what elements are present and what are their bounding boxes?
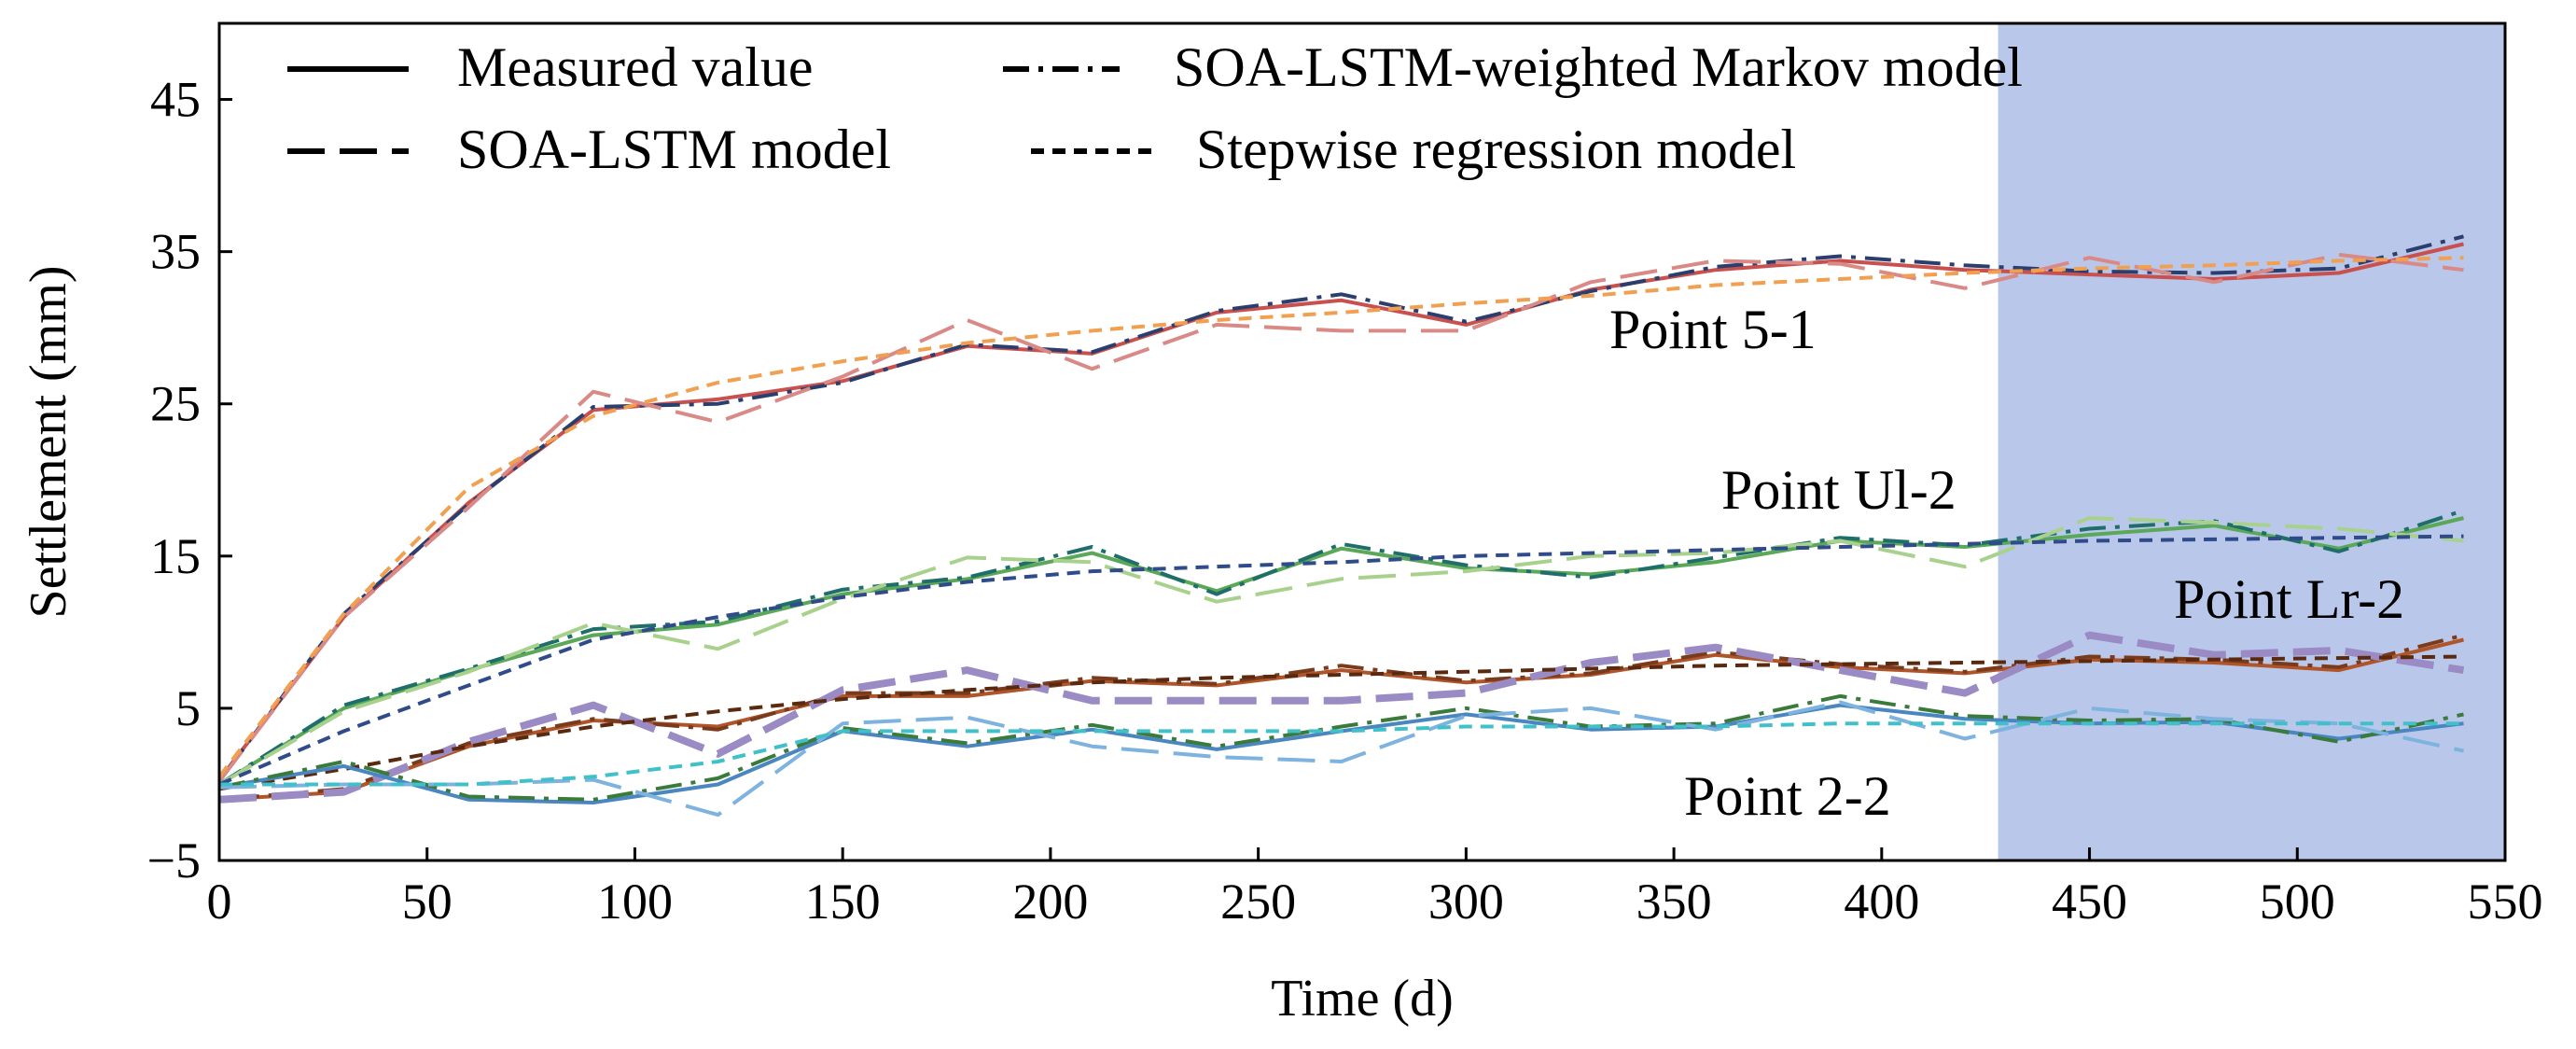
- series-line-longdash: [218, 700, 2464, 818]
- x-tick-label: 100: [597, 874, 673, 930]
- point-label: Point Ul-2: [1721, 459, 1956, 521]
- point-label: Point 2-2: [1684, 765, 1891, 827]
- y-tick-label: 25: [150, 376, 201, 432]
- x-tick-label: 450: [2052, 874, 2127, 930]
- series-layer: [217, 234, 2465, 818]
- series-line-longdash: [217, 516, 2464, 787]
- point-label: Point 5-1: [1609, 299, 1817, 360]
- point-label: Point Lr-2: [2174, 568, 2404, 630]
- legend-label: Measured value: [457, 36, 814, 98]
- prediction-region: [1998, 23, 2505, 860]
- series-line-solid: [217, 242, 2464, 781]
- x-tick-label: 50: [402, 874, 453, 930]
- series-line-dashdot: [217, 509, 2465, 787]
- x-tick-label: 300: [1428, 874, 1504, 930]
- legend: Measured value SOA-LSTM-weighted Markov m…: [287, 36, 2023, 180]
- series-line-solid: [217, 516, 2464, 787]
- x-axis-title: Time (d): [1271, 970, 1454, 1028]
- group-point-5-1: [217, 234, 2464, 783]
- plot-frame: [217, 21, 2507, 862]
- y-tick-label: −5: [147, 832, 201, 888]
- x-tick-label: 350: [1636, 874, 1712, 930]
- x-tick-label: 200: [1012, 874, 1088, 930]
- series-line-shortdash: [217, 256, 2464, 778]
- series-line-shortdash: [218, 654, 2464, 791]
- group-point-ul-2: [217, 509, 2465, 787]
- x-tick-label: 500: [2260, 874, 2335, 930]
- series-line-dashdot: [218, 693, 2464, 802]
- legend-label: SOA-LSTM model: [457, 119, 891, 180]
- group-point-lr-2: [218, 631, 2465, 804]
- series-line-longdash: [217, 252, 2464, 783]
- y-tick-label: 35: [150, 224, 201, 280]
- x-tick-label: 150: [805, 874, 881, 930]
- series-line-shortdash: [219, 721, 2464, 787]
- y-axis-title: Settlement (mm): [20, 266, 77, 619]
- series-line-dashdot: [218, 633, 2464, 802]
- series-line-dashdot: [217, 234, 2464, 783]
- x-tick-label: 550: [2468, 874, 2543, 930]
- y-tick-label: 5: [175, 680, 201, 736]
- series-line-longdash: [218, 631, 2465, 804]
- group-point-2-2: [218, 693, 2464, 818]
- legend-label: Stepwise regression model: [1196, 119, 1796, 180]
- point-labels: Point 5-1 Point Ul-2 Point Lr-2 Point 2-2: [1609, 299, 2404, 827]
- y-tick-label: 45: [150, 72, 201, 128]
- y-tick-label: 15: [150, 528, 201, 584]
- x-tick-label: 250: [1220, 874, 1296, 930]
- x-tick-label: 0: [207, 874, 232, 930]
- legend-label: SOA-LSTM-weighted Markov model: [1174, 36, 2023, 98]
- x-tick-label: 400: [1844, 874, 1919, 930]
- ticks-layer: 0 50 100 150 200 250 300 350 400 450 500 550 −5 5 15 25…: [147, 72, 2543, 930]
